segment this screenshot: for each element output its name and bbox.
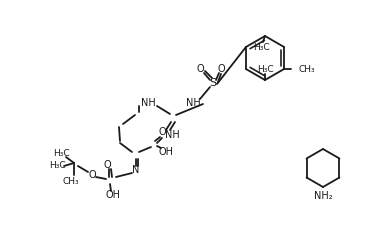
Text: NH: NH [141, 98, 155, 108]
Text: CH₃: CH₃ [63, 177, 79, 186]
Text: OH: OH [105, 190, 120, 200]
Text: CH₃: CH₃ [298, 64, 315, 73]
Text: NH₂: NH₂ [314, 191, 332, 201]
Text: O: O [158, 127, 166, 137]
Text: H₃C: H₃C [257, 64, 273, 73]
Text: N: N [132, 165, 140, 175]
Text: O: O [103, 160, 111, 170]
Text: H₃C: H₃C [49, 161, 65, 170]
Text: O: O [196, 64, 204, 74]
Text: OH: OH [159, 147, 174, 157]
Text: H₃C: H₃C [253, 42, 269, 51]
Text: H₃C: H₃C [53, 149, 69, 158]
Text: NH: NH [165, 130, 180, 140]
Text: O: O [88, 170, 96, 180]
Text: S: S [209, 78, 217, 88]
Text: O: O [217, 64, 225, 74]
Text: NH: NH [186, 98, 200, 108]
